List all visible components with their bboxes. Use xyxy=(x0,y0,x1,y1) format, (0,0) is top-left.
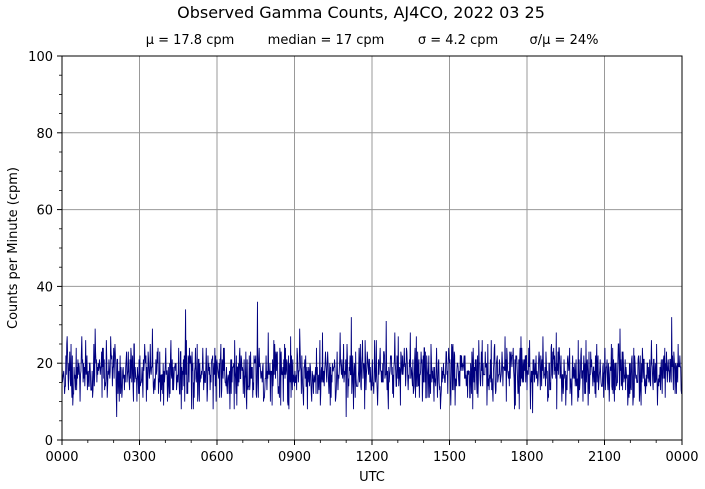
x-tick-label: 1800 xyxy=(510,450,543,465)
y-tick-label: 20 xyxy=(36,357,53,372)
stat-sigma: σ = 4.2 cpm xyxy=(418,33,498,48)
x-tick-label: 1200 xyxy=(355,450,388,465)
x-tick-label: 2100 xyxy=(588,450,621,465)
y-tick-label: 80 xyxy=(36,127,53,142)
x-tick-label: 0600 xyxy=(200,450,233,465)
y-tick-label: 60 xyxy=(36,204,53,219)
y-tick-label: 40 xyxy=(36,280,53,295)
y-tick-label: 0 xyxy=(45,434,53,449)
y-axis-label: Counts per Minute (cpm) xyxy=(6,167,21,329)
x-tick-label: 0000 xyxy=(45,450,78,465)
stat-cv: σ/μ = 24% xyxy=(530,33,599,48)
x-axis-label: UTC xyxy=(359,470,385,485)
x-tick-label: 0000 xyxy=(665,450,698,465)
x-tick-label: 1500 xyxy=(433,450,466,465)
grid-lines xyxy=(62,56,682,440)
chart-title: Observed Gamma Counts, AJ4CO, 2022 03 25 xyxy=(177,3,545,22)
x-tick-label: 0300 xyxy=(123,450,156,465)
data-series xyxy=(61,301,683,417)
y-tick-label: 100 xyxy=(28,50,53,65)
stat-median: median = 17 cpm xyxy=(268,33,385,48)
x-tick-label: 0900 xyxy=(278,450,311,465)
axis-ticks: 0000 0300 0600 0900 1200 1500 1800 2100 00000204… xyxy=(28,50,698,465)
series-line xyxy=(61,301,683,417)
stat-mean: μ = 17.8 cpm xyxy=(146,33,235,48)
